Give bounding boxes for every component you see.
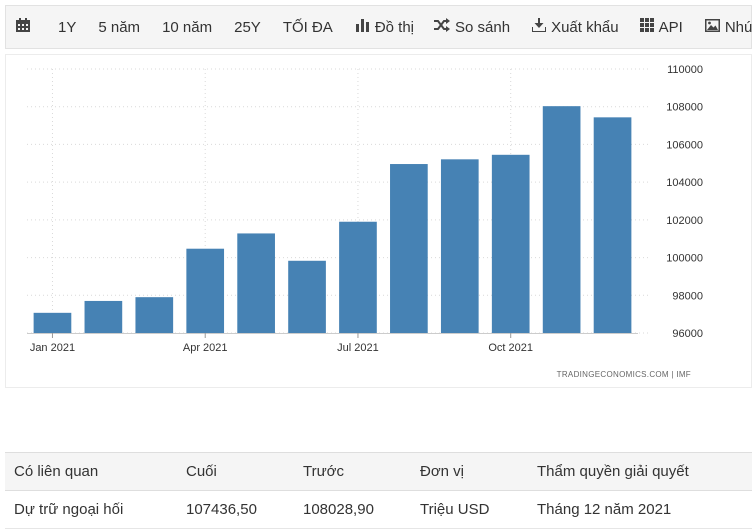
chart-bar[interactable] — [33, 312, 72, 333]
chart-bar[interactable] — [237, 233, 275, 333]
x-tick-label: Jan 2021 — [30, 342, 75, 354]
api-button[interactable]: API — [639, 5, 683, 49]
chart-bar[interactable] — [440, 159, 479, 333]
related-table: Có liên quan Cuối Trước Đơn vị Thẩm quyề… — [5, 452, 752, 529]
range-max-label: TỐI ĐA — [282, 18, 333, 36]
table-header-row: Có liên quan Cuối Trước Đơn vị Thẩm quyề… — [5, 452, 752, 491]
shuffle-icon — [434, 18, 451, 36]
image-icon — [704, 18, 720, 36]
x-tick-label: Oct 2021 — [488, 342, 533, 354]
chart-type-label: Đồ thị — [374, 18, 415, 36]
y-tick-label: 104000 — [666, 177, 703, 189]
header-last: Cuối — [186, 452, 303, 491]
range-25y-label: 25Y — [234, 18, 261, 36]
compare-label: So sánh — [455, 18, 511, 36]
chart-bar[interactable] — [491, 154, 530, 333]
range-1y-button[interactable]: 1Y — [58, 5, 76, 49]
calendar-button[interactable] — [16, 5, 35, 49]
header-previous: Trước — [303, 452, 420, 491]
range-25y-button[interactable]: 25Y — [234, 5, 261, 49]
header-unit: Đơn vị — [420, 452, 537, 491]
chart-bar[interactable] — [339, 221, 377, 333]
row-name-link[interactable]: Dự trữ ngoại hối — [5, 490, 186, 529]
range-5y-label: 5 năm — [98, 18, 141, 36]
chart-bar[interactable] — [390, 164, 428, 333]
chart-bar[interactable] — [186, 248, 225, 333]
y-tick-label: 102000 — [666, 215, 703, 227]
chart-bar[interactable] — [84, 300, 123, 333]
compare-button[interactable]: So sánh — [434, 5, 510, 49]
row-reference: Tháng 12 năm 2021 — [537, 490, 752, 529]
chart-bar[interactable] — [135, 297, 174, 333]
api-label: API — [658, 18, 683, 36]
y-tick-label: 110000 — [667, 64, 703, 76]
row-unit: Triệu USD — [420, 490, 537, 529]
y-tick-label: 108000 — [666, 102, 703, 114]
range-5y-button[interactable]: 5 năm — [98, 5, 140, 49]
y-tick-label: 100000 — [666, 253, 703, 265]
embed-label: Nhúng — [724, 18, 752, 36]
export-button[interactable]: Xuất khẩu — [531, 5, 619, 49]
related-table-container: Có liên quan Cuối Trước Đơn vị Thẩm quyề… — [5, 452, 752, 529]
row-previous-value: 108028,90 — [303, 490, 420, 529]
range-max-button[interactable]: TỐI ĐA — [283, 5, 333, 49]
x-tick-label: Jul 2021 — [337, 342, 379, 354]
y-tick-label: 106000 — [666, 139, 703, 151]
range-10y-button[interactable]: 10 năm — [162, 5, 212, 49]
header-related: Có liên quan — [5, 452, 186, 491]
export-label: Xuất khẩu — [551, 18, 619, 36]
source-credit: TRADINGECONOMICS.COM | IMF — [557, 370, 691, 379]
chart-container: Jan 2021 Apr 2021 Jul 2021 Oct 2021 96000 980… — [5, 54, 752, 388]
bar-chart: Jan 2021 Apr 2021 Jul 2021 Oct 2021 96000 980… — [27, 64, 703, 379]
table-row: Dự trữ ngoại hối 107436,50 108028,90 Tri… — [5, 490, 752, 529]
y-tick-label: 96000 — [672, 328, 703, 340]
calendar-icon — [16, 18, 30, 36]
row-last-value: 107436,50 — [186, 490, 303, 529]
header-reference: Thẩm quyền giải quyết — [537, 452, 752, 491]
range-10y-label: 10 năm — [162, 18, 213, 36]
chart-type-button[interactable]: Đồ thị — [355, 5, 415, 49]
bar-chart-icon — [355, 18, 370, 36]
grid-icon — [639, 18, 654, 36]
range-1y-label: 1Y — [58, 18, 77, 36]
embed-button[interactable]: Nhúng — [704, 5, 752, 49]
y-tick-label: 98000 — [672, 290, 703, 302]
x-tick-label: Apr 2021 — [183, 342, 228, 354]
chart-bar[interactable] — [593, 117, 632, 333]
chart-bar[interactable] — [288, 260, 326, 333]
download-icon — [531, 18, 548, 36]
chart-toolbar: 1Y 5 năm 10 năm 25Y TỐI ĐA Đồ thị So sán… — [5, 5, 752, 49]
chart-bar[interactable] — [542, 106, 581, 333]
